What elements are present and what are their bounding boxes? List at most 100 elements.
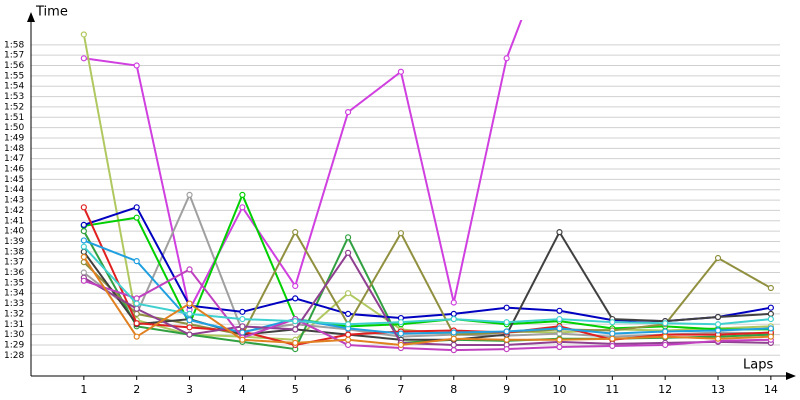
data-point bbox=[662, 341, 669, 349]
data-point bbox=[503, 345, 510, 353]
data-point bbox=[450, 299, 457, 306]
data-point bbox=[344, 321, 352, 328]
data-point bbox=[80, 31, 87, 38]
data-point bbox=[767, 284, 774, 292]
data-point bbox=[344, 331, 352, 338]
x-tick-label: 7 bbox=[397, 383, 404, 396]
data-point bbox=[344, 341, 352, 349]
series-line bbox=[83, 245, 771, 326]
y-tick-label: 1:37 bbox=[4, 258, 24, 268]
data-point bbox=[450, 341, 457, 349]
data-point bbox=[344, 310, 352, 318]
y-tick-label: 1:47 bbox=[4, 154, 24, 164]
series-line bbox=[83, 230, 772, 336]
data-point bbox=[186, 266, 193, 273]
y-tick-label: 1:44 bbox=[4, 185, 24, 195]
x-tick-label: 1 bbox=[80, 383, 87, 396]
y-tick-label: 1:45 bbox=[4, 175, 24, 185]
data-point bbox=[714, 327, 722, 334]
data-point bbox=[344, 290, 352, 297]
y-tick-label: 1:33 bbox=[4, 299, 24, 309]
data-point bbox=[239, 191, 246, 198]
y-tick-label: 1:35 bbox=[4, 278, 24, 288]
y-tick-label: 1:36 bbox=[4, 268, 24, 278]
data-point bbox=[80, 228, 87, 235]
series-line bbox=[83, 268, 771, 352]
data-point bbox=[714, 335, 722, 342]
data-point bbox=[186, 331, 193, 338]
x-tick-label: 3 bbox=[186, 383, 193, 396]
data-point bbox=[186, 300, 193, 307]
data-point bbox=[503, 304, 510, 311]
data-point bbox=[133, 214, 140, 221]
data-point bbox=[186, 310, 193, 318]
data-point bbox=[186, 324, 193, 331]
data-point bbox=[344, 234, 352, 241]
data-point bbox=[714, 313, 722, 321]
data-point bbox=[239, 308, 246, 315]
x-tick-label: 10 bbox=[552, 383, 566, 396]
series-line bbox=[83, 256, 771, 346]
series-line bbox=[83, 250, 771, 346]
data-point bbox=[80, 55, 87, 62]
data-point bbox=[556, 229, 563, 236]
data-point bbox=[80, 253, 87, 261]
y-tick-label: 1:54 bbox=[4, 82, 24, 92]
data-point bbox=[344, 249, 352, 256]
data-point bbox=[662, 328, 669, 335]
data-point bbox=[344, 109, 352, 116]
data-point bbox=[767, 315, 774, 323]
data-point bbox=[80, 243, 87, 250]
data-point bbox=[450, 347, 457, 354]
data-point bbox=[450, 329, 457, 336]
data-point bbox=[186, 191, 193, 198]
y-tick-label: 1:58 bbox=[4, 40, 24, 50]
series-line bbox=[83, 20, 523, 313]
x-tick-label: 13 bbox=[711, 383, 725, 396]
y-tick-label: 1:53 bbox=[4, 92, 24, 102]
y-tick-label: 1:29 bbox=[4, 340, 24, 350]
y-tick-label: 1:42 bbox=[4, 206, 24, 216]
y-tick-label: 1:28 bbox=[4, 351, 24, 361]
data-point bbox=[503, 319, 510, 326]
data-point bbox=[609, 342, 616, 350]
data-point bbox=[397, 230, 405, 237]
data-point bbox=[133, 62, 140, 69]
y-tick-label: 1:38 bbox=[4, 247, 24, 257]
x-tick-label: 11 bbox=[605, 383, 619, 396]
y-tick-label: 1:30 bbox=[4, 330, 24, 340]
data-point bbox=[133, 333, 140, 340]
data-point bbox=[80, 221, 87, 229]
y-tick-label: 1:50 bbox=[4, 123, 24, 133]
data-point bbox=[292, 295, 299, 302]
y-tick-label: 1:39 bbox=[4, 237, 24, 247]
data-point bbox=[239, 336, 246, 343]
y-tick-label: 1:32 bbox=[4, 309, 24, 319]
y-tick-label: 1:46 bbox=[4, 165, 24, 175]
data-point bbox=[450, 335, 457, 342]
y-tick-label: 1:49 bbox=[4, 133, 24, 143]
data-point bbox=[133, 305, 140, 312]
y-tick-label: 1:31 bbox=[4, 320, 24, 330]
data-point bbox=[80, 269, 87, 276]
data-point bbox=[714, 321, 722, 328]
data-point bbox=[80, 248, 87, 255]
data-point bbox=[609, 330, 616, 337]
data-point bbox=[239, 315, 246, 323]
data-point bbox=[292, 229, 299, 236]
y-tick-label: 1:43 bbox=[4, 196, 24, 206]
series-line bbox=[83, 192, 771, 331]
data-point bbox=[556, 325, 563, 332]
data-point bbox=[239, 323, 246, 330]
data-point bbox=[556, 343, 563, 351]
data-point bbox=[556, 307, 563, 314]
data-point bbox=[767, 310, 774, 318]
data-point bbox=[662, 333, 669, 340]
data-point bbox=[344, 336, 352, 343]
data-point bbox=[450, 310, 457, 318]
y-axis-arrow bbox=[27, 12, 35, 22]
x-tick-label: 14 bbox=[764, 383, 778, 396]
data-point bbox=[767, 304, 774, 311]
data-point bbox=[80, 204, 87, 211]
